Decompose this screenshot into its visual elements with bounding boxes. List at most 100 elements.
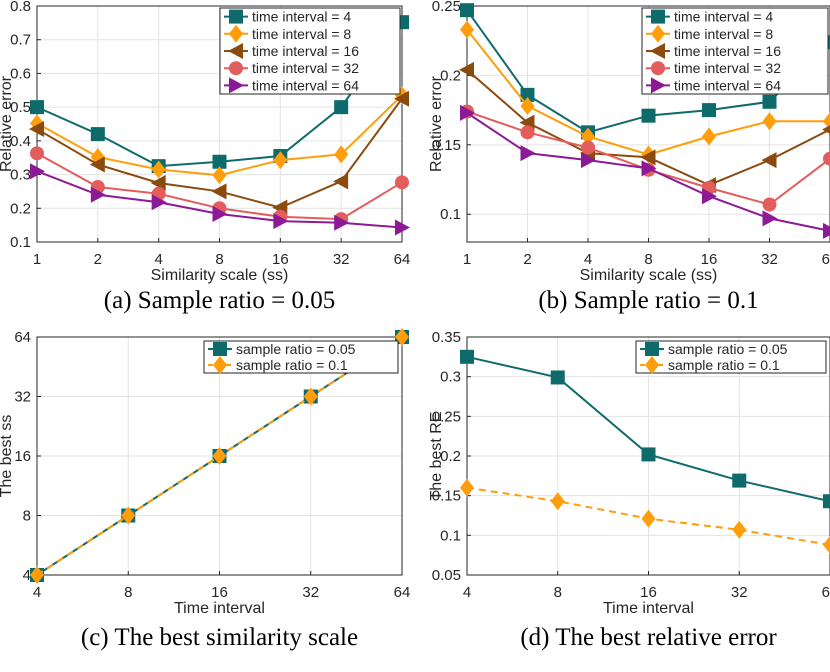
y-tick-label: 32	[14, 389, 31, 406]
legend-marker	[650, 43, 665, 59]
panel-c: 4 8 16 32 64 4 8 16 32 64 Time interval The best ss…	[0, 328, 410, 651]
x-tick-label: 32	[761, 251, 778, 268]
x-tick-label: 16	[211, 584, 228, 601]
y-axis-label: The best RE	[428, 412, 445, 501]
panel-a: 1 2 4 8 16 32 64 0.1 0.2 0.3 0.4 0.5 0.6 0.7 0.8 Simila…	[0, 0, 410, 314]
data-point	[460, 349, 474, 364]
legend-label: sample ratio = 0.05	[668, 341, 788, 357]
y-tick-label: 0.7	[10, 32, 31, 49]
y-tick-label: 0.4	[10, 133, 31, 150]
x-tick-label: 8	[644, 251, 652, 268]
x-tick-label: 2	[523, 251, 531, 268]
data-point	[459, 61, 474, 78]
y-tick-label: 0.25	[432, 408, 461, 425]
x-tick-label: 1	[33, 251, 41, 268]
y-tick-label: 0.05	[432, 567, 461, 584]
data-point	[762, 197, 777, 212]
y-tick-label: 0.2	[440, 448, 461, 465]
data-point	[30, 163, 45, 180]
legend-label: sample ratio = 0.1	[668, 357, 780, 373]
y-tick-label: 0.8	[10, 0, 31, 15]
legend-marker	[645, 356, 659, 374]
legend-marker	[229, 61, 243, 76]
x-tick-label: 16	[272, 251, 289, 268]
data-point	[30, 566, 44, 584]
data-point	[732, 520, 747, 539]
data-point	[550, 370, 565, 385]
legend-marker	[651, 9, 665, 24]
data-point	[30, 100, 44, 115]
data-point	[212, 447, 227, 465]
data-point	[823, 151, 830, 166]
data-point	[761, 152, 777, 169]
data-point	[581, 140, 595, 155]
x-axis-label: Time interval	[174, 600, 265, 617]
legend-label: time interval = 8	[252, 26, 351, 42]
data-point	[520, 87, 535, 102]
data-point	[121, 506, 136, 525]
data-point	[460, 104, 475, 121]
data-point	[702, 127, 716, 146]
panel-caption: (d) The best relative error	[520, 624, 777, 651]
data-point	[90, 127, 105, 142]
y-tick-label: 0.1	[440, 527, 461, 544]
legend-label: sample ratio = 0.1	[236, 357, 348, 373]
y-tick-label: 0.15	[432, 488, 461, 505]
data-point	[641, 509, 656, 528]
data-point	[150, 175, 166, 191]
legend-label: time interval = 4	[252, 9, 351, 25]
data-point	[823, 494, 830, 509]
data-point	[151, 160, 166, 179]
y-tick-label: 0.2	[440, 67, 461, 84]
data-point	[394, 90, 409, 107]
data-point	[212, 166, 227, 185]
y-axis-label: Relative error	[0, 75, 15, 172]
data-point	[641, 160, 657, 177]
x-tick-label: 64	[822, 584, 830, 601]
legend-label: time interval = 64	[674, 77, 781, 93]
data-point	[550, 492, 565, 511]
data-point	[702, 188, 717, 205]
legend-marker	[651, 61, 665, 76]
legend-box	[635, 340, 827, 374]
data-point	[212, 206, 228, 223]
legend-label: time interval = 16	[674, 43, 781, 59]
data-point	[395, 175, 409, 190]
data-point	[732, 473, 747, 488]
legend-marker	[651, 24, 665, 43]
y-tick-label: 0.3	[10, 167, 31, 184]
data-point	[211, 183, 227, 200]
legend-label: time interval = 16	[252, 43, 359, 59]
legend-box	[641, 7, 829, 95]
legend-marker	[645, 342, 659, 356]
panel-caption: (b) Sample ratio = 0.1	[538, 287, 758, 314]
legend-marker	[213, 342, 227, 356]
legend-label: time interval = 32	[252, 60, 359, 76]
data-point	[823, 222, 830, 239]
data-point	[334, 145, 349, 164]
y-tick-label: 4	[23, 567, 31, 584]
data-point	[581, 127, 595, 146]
data-point	[762, 94, 777, 109]
data-point	[460, 478, 474, 497]
y-tick-label: 8	[23, 508, 31, 525]
data-point	[641, 108, 656, 123]
x-tick-label: 16	[640, 584, 657, 601]
data-point	[762, 210, 778, 227]
x-tick-label: 32	[333, 251, 350, 268]
data-point	[334, 100, 349, 115]
data-point	[333, 173, 349, 190]
y-tick-label: 64	[14, 329, 31, 346]
x-tick-label: 8	[215, 251, 223, 268]
panel-b: 1 2 4 8 16 32 64 0.1 0.15 0.2 0.25 Similarity scale…	[428, 0, 830, 314]
data-point	[520, 145, 536, 162]
data-point	[273, 151, 288, 170]
legend-label: sample ratio = 0.05	[236, 341, 356, 357]
legend-marker	[228, 43, 243, 59]
panel-caption: (a) Sample ratio = 0.05	[104, 287, 335, 314]
y-tick-label: 0.1	[10, 234, 31, 251]
legend-marker	[229, 24, 243, 43]
x-tick-label: 1	[463, 251, 471, 268]
